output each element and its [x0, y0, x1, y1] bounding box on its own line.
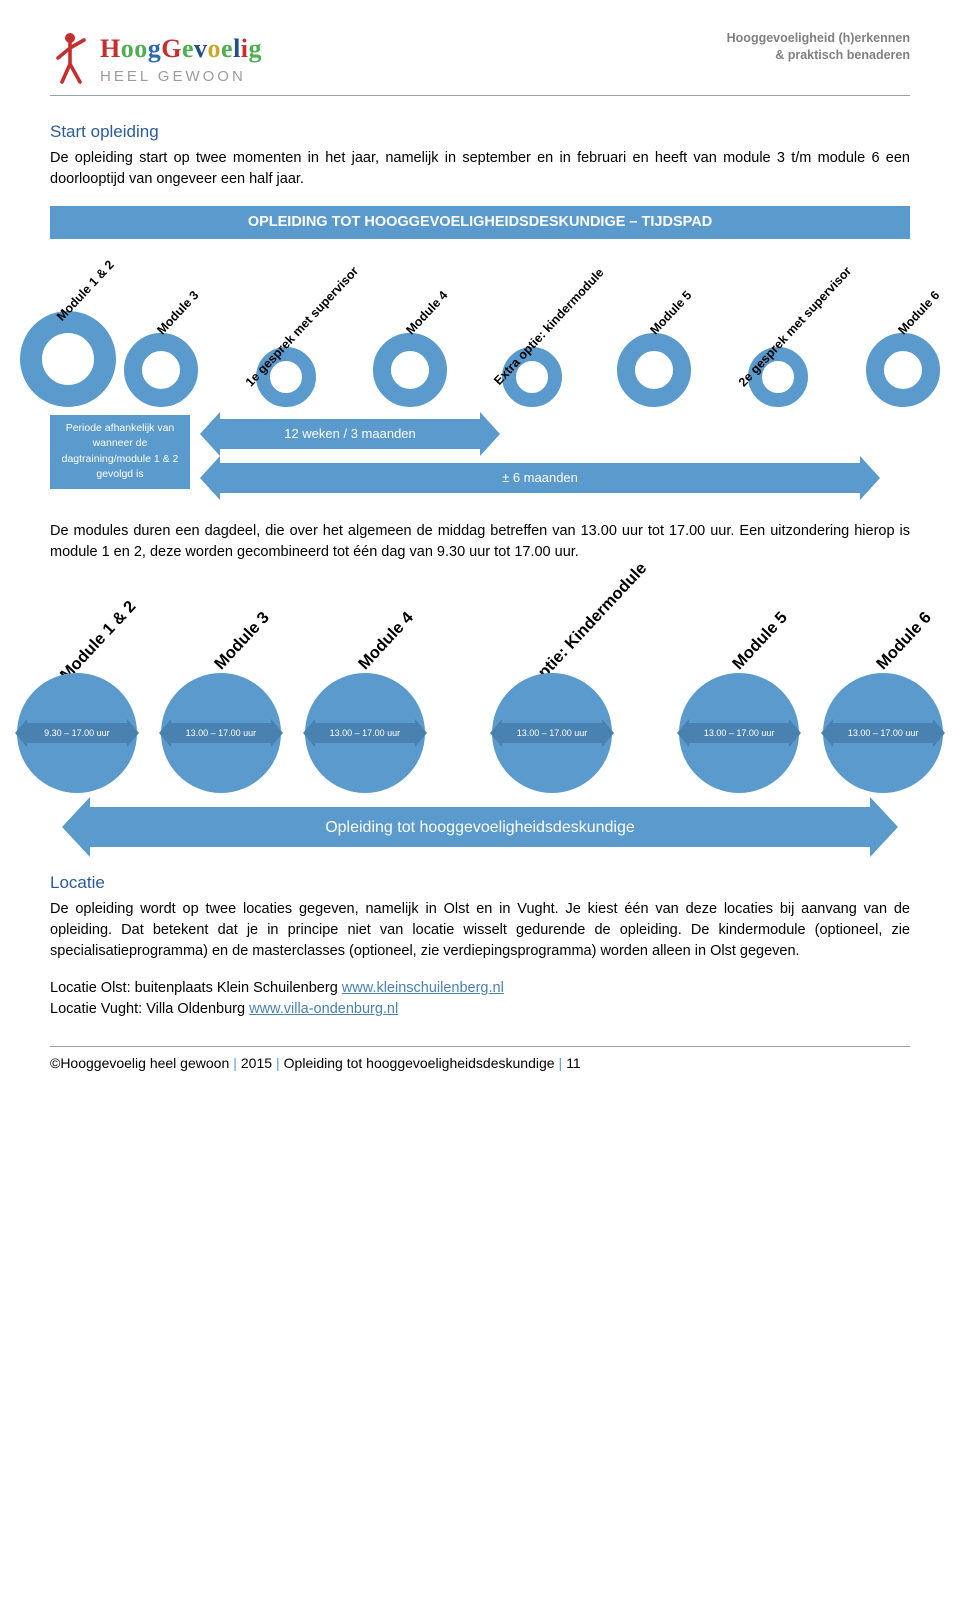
timeline-item: 2e gesprek met supervisor — [699, 279, 857, 407]
schedule-time-pill: 13.00 – 17.00 uur — [171, 723, 271, 743]
schedule-item: Module 1 & 29.30 – 17.00 uur — [17, 579, 137, 793]
timeline-arrows-block: Periode afhankelijk van wanneer de dagtr… — [50, 415, 910, 497]
schedule-item: Module 313.00 – 17.00 uur — [161, 579, 281, 793]
schedule-item-label: Module 4 — [310, 566, 420, 676]
header-divider — [50, 95, 910, 96]
timeline-item: 1e gesprek met supervisor — [206, 279, 364, 407]
timeline-diagram: OPLEIDING TOT HOOGGEVOELIGHEIDSDESKUNDIG… — [50, 206, 910, 497]
timeline-title-bar: OPLEIDING TOT HOOGGEVOELIGHEIDSDESKUNDIG… — [50, 206, 910, 239]
logo-figure-icon — [50, 30, 94, 86]
timeline-item: Extra optie: kindermodule — [455, 279, 609, 407]
timeline-arrow-12-weeks: 12 weken / 3 maanden — [220, 419, 480, 449]
schedule-time-pill: 13.00 – 17.00 uur — [502, 723, 602, 743]
footer-year: 2015 — [241, 1055, 272, 1071]
schedule-time-pill: 13.00 – 17.00 uur — [833, 723, 933, 743]
tagline-line-2: & praktisch benaderen — [727, 47, 910, 64]
header-tagline: Hooggevoeligheid (h)erkennen & praktisch… — [727, 30, 910, 64]
schedule-diagram: Module 1 & 29.30 – 17.00 uurModule 313.0… — [50, 579, 910, 847]
timeline-item-label: Module 5 — [612, 255, 696, 338]
timeline-item: Module 1 & 2 — [20, 243, 116, 407]
timeline-circles-row: Module 1 & 2Module 31e gesprek met super… — [50, 243, 910, 407]
timeline-period-box: Periode afhankelijk van wanneer de dagtr… — [50, 415, 190, 489]
schedule-big-arrow: Opleiding tot hooggevoeligheidsdeskundig… — [90, 807, 870, 847]
schedule-item: Module 513.00 – 17.00 uur — [679, 579, 799, 793]
schedule-disc-icon: 13.00 – 17.00 uur — [161, 673, 281, 793]
schedule-disc-icon: 13.00 – 17.00 uur — [823, 673, 943, 793]
location-olst-label: Locatie Olst: buitenplaats Klein Schuile… — [50, 980, 342, 996]
timeline-ring-icon — [124, 333, 198, 407]
location-vught: Locatie Vught: Villa Oldenburg www.villa… — [50, 999, 910, 1020]
timeline-ring-icon — [866, 333, 940, 407]
schedule-disc-icon: 13.00 – 17.00 uur — [305, 673, 425, 793]
timeline-ring-icon — [617, 333, 691, 407]
timeline-item-label: Module 4 — [368, 255, 452, 338]
page-header: HoogGevoelig HEEL GEWOON Hooggevoelighei… — [50, 30, 910, 87]
schedule-disc-icon: 13.00 – 17.00 uur — [679, 673, 799, 793]
tagline-line-1: Hooggevoeligheid (h)erkennen — [727, 30, 910, 47]
timeline-item-label: Module 6 — [861, 255, 945, 338]
locatie-paragraph: De opleiding wordt op twee locaties gege… — [50, 899, 910, 962]
footer-divider — [50, 1046, 910, 1047]
schedule-time-pill: 13.00 – 17.00 uur — [689, 723, 789, 743]
schedule-item: Module 613.00 – 17.00 uur — [823, 579, 943, 793]
timeline-ring-icon — [20, 311, 116, 407]
section-title-locatie: Locatie — [50, 871, 910, 896]
timeline-item: Module 6 — [866, 265, 940, 407]
footer-text: ©Hooggevoelig heel gewoon|2015|Opleiding… — [50, 1053, 910, 1073]
schedule-item: Module 413.00 – 17.00 uur — [305, 579, 425, 793]
footer-page-number: 11 — [566, 1055, 581, 1071]
timeline-item-label: Module 3 — [120, 255, 204, 338]
location-vught-link[interactable]: www.villa-ondenburg.nl — [249, 1001, 398, 1017]
footer-course: Opleiding tot hooggevoeligheidsdeskundig… — [284, 1055, 555, 1071]
timeline-item: Module 5 — [617, 265, 691, 407]
section-title-start: Start opleiding — [50, 120, 910, 145]
location-olst-link[interactable]: www.kleinschuilenberg.nl — [342, 980, 504, 996]
schedule-item-label: Module 6 — [828, 566, 938, 676]
page-footer: ©Hooggevoelig heel gewoon|2015|Opleiding… — [50, 1046, 910, 1073]
schedule-time-pill: 9.30 – 17.00 uur — [27, 723, 127, 743]
timeline-ring-icon — [373, 333, 447, 407]
footer-copyright: ©Hooggevoelig heel gewoon — [50, 1055, 229, 1071]
timeline-arrow-6-months: ± 6 maanden — [220, 463, 860, 493]
logo-title: HoogGevoelig — [100, 30, 262, 68]
schedule-item: Extra optie: Kindermodule13.00 – 17.00 u… — [449, 579, 655, 793]
schedule-disc-icon: 13.00 – 17.00 uur — [492, 673, 612, 793]
logo: HoogGevoelig HEEL GEWOON — [50, 30, 262, 87]
schedule-item-label: Module 5 — [684, 566, 794, 676]
timeline-item: Module 4 — [373, 265, 447, 407]
schedule-circles-row: Module 1 & 29.30 – 17.00 uurModule 313.0… — [50, 579, 910, 793]
logo-subtitle: HEEL GEWOON — [100, 66, 262, 88]
schedule-disc-icon: 9.30 – 17.00 uur — [17, 673, 137, 793]
location-olst: Locatie Olst: buitenplaats Klein Schuile… — [50, 978, 910, 999]
modules-duration-paragraph: De modules duren een dagdeel, die over h… — [50, 521, 910, 563]
schedule-time-pill: 13.00 – 17.00 uur — [315, 723, 415, 743]
timeline-item-label: Module 1 & 2 — [19, 225, 118, 325]
schedule-item-label: Module 3 — [166, 566, 276, 676]
location-vught-label: Locatie Vught: Villa Oldenburg — [50, 1001, 249, 1017]
schedule-item-label: Module 1 & 2 — [11, 555, 142, 687]
timeline-item: Module 3 — [124, 265, 198, 407]
intro-paragraph: De opleiding start op twee momenten in h… — [50, 148, 910, 190]
